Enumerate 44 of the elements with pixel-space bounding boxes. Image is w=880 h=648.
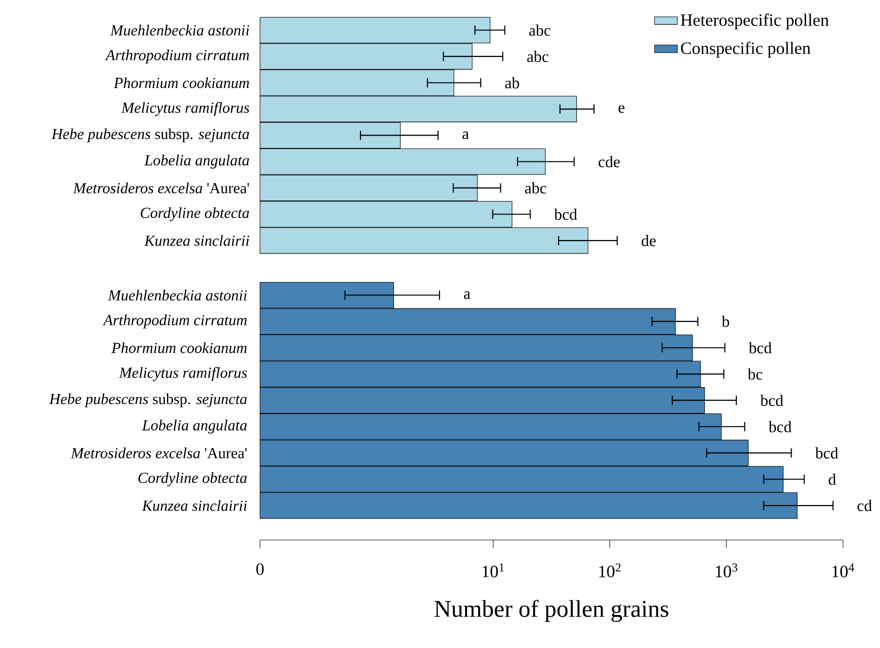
legend-label: Heterospecific pollen xyxy=(680,14,829,30)
annotation: e xyxy=(618,105,624,113)
y-tick-label: Muehlenbeckia astonii xyxy=(110,24,250,36)
x-tick-label: 0 xyxy=(256,563,264,576)
annotation: bcd xyxy=(768,421,792,432)
x-tick-label: 10$^{1}$ xyxy=(482,563,504,578)
annotation: bcd xyxy=(760,394,784,406)
annotation: bc xyxy=(748,368,762,380)
y-tick-label: Hebe pubescens subsp. sejuncta xyxy=(51,128,250,142)
y-tick-label: Muehlenbeckia astonii xyxy=(108,290,247,301)
y-tick-label: Arthropodium cirratum xyxy=(104,49,249,64)
annotation: abc xyxy=(527,50,548,62)
y-tick-label: Kunzea sinclairii xyxy=(144,235,250,246)
y-tick-label: Phormium cookianum xyxy=(111,342,247,354)
annotation: a xyxy=(462,132,469,140)
y-tick-label: Metrosideros excelsa 'Aurea' xyxy=(70,448,247,458)
y-tick-label: Arthropodium cirratum xyxy=(102,314,247,328)
y-tick-label: Cordyline obtecta xyxy=(140,207,250,222)
x-tick-label: 10$^{3}$ xyxy=(716,563,738,578)
x-axis-title: Number of pollen grains xyxy=(434,600,668,622)
y-tick-label: Lobelia angulata xyxy=(142,420,247,434)
y-tick-label: Cordyline obtecta xyxy=(138,472,247,486)
annotation: b xyxy=(722,316,730,328)
annotation: abc xyxy=(529,24,550,36)
annotation: bcd xyxy=(748,342,772,354)
y-tick-label: Melicytus ramiflorus xyxy=(118,366,247,382)
y-tick-label: Kunzea sinclairii xyxy=(142,500,247,511)
annotation: bcd xyxy=(554,208,578,220)
annotation: de xyxy=(642,234,656,246)
y-tick-label: Melicytus ramiflorus xyxy=(121,102,250,116)
legend-label: Conspecific pollen xyxy=(680,42,810,58)
annotation: d xyxy=(828,474,836,485)
annotation: abc xyxy=(525,182,546,194)
annotation: a xyxy=(464,291,470,299)
x-tick-label: 10$^{4}$ xyxy=(832,563,854,578)
annotation: cde xyxy=(598,156,620,168)
y-tick-label: Lobelia angulata xyxy=(144,154,250,169)
x-tick-label: 10$^{2}$ xyxy=(599,563,620,578)
y-tick-label: Hebe pubescens subsp. sejuncta xyxy=(49,393,247,408)
y-tick-label: Phormium cookianum xyxy=(114,77,249,88)
y-tick-label: Metrosideros excelsa 'Aurea' xyxy=(73,182,249,194)
annotation: bcd xyxy=(815,447,838,459)
annotation: ab xyxy=(505,77,520,88)
annotation: cd xyxy=(858,500,872,512)
